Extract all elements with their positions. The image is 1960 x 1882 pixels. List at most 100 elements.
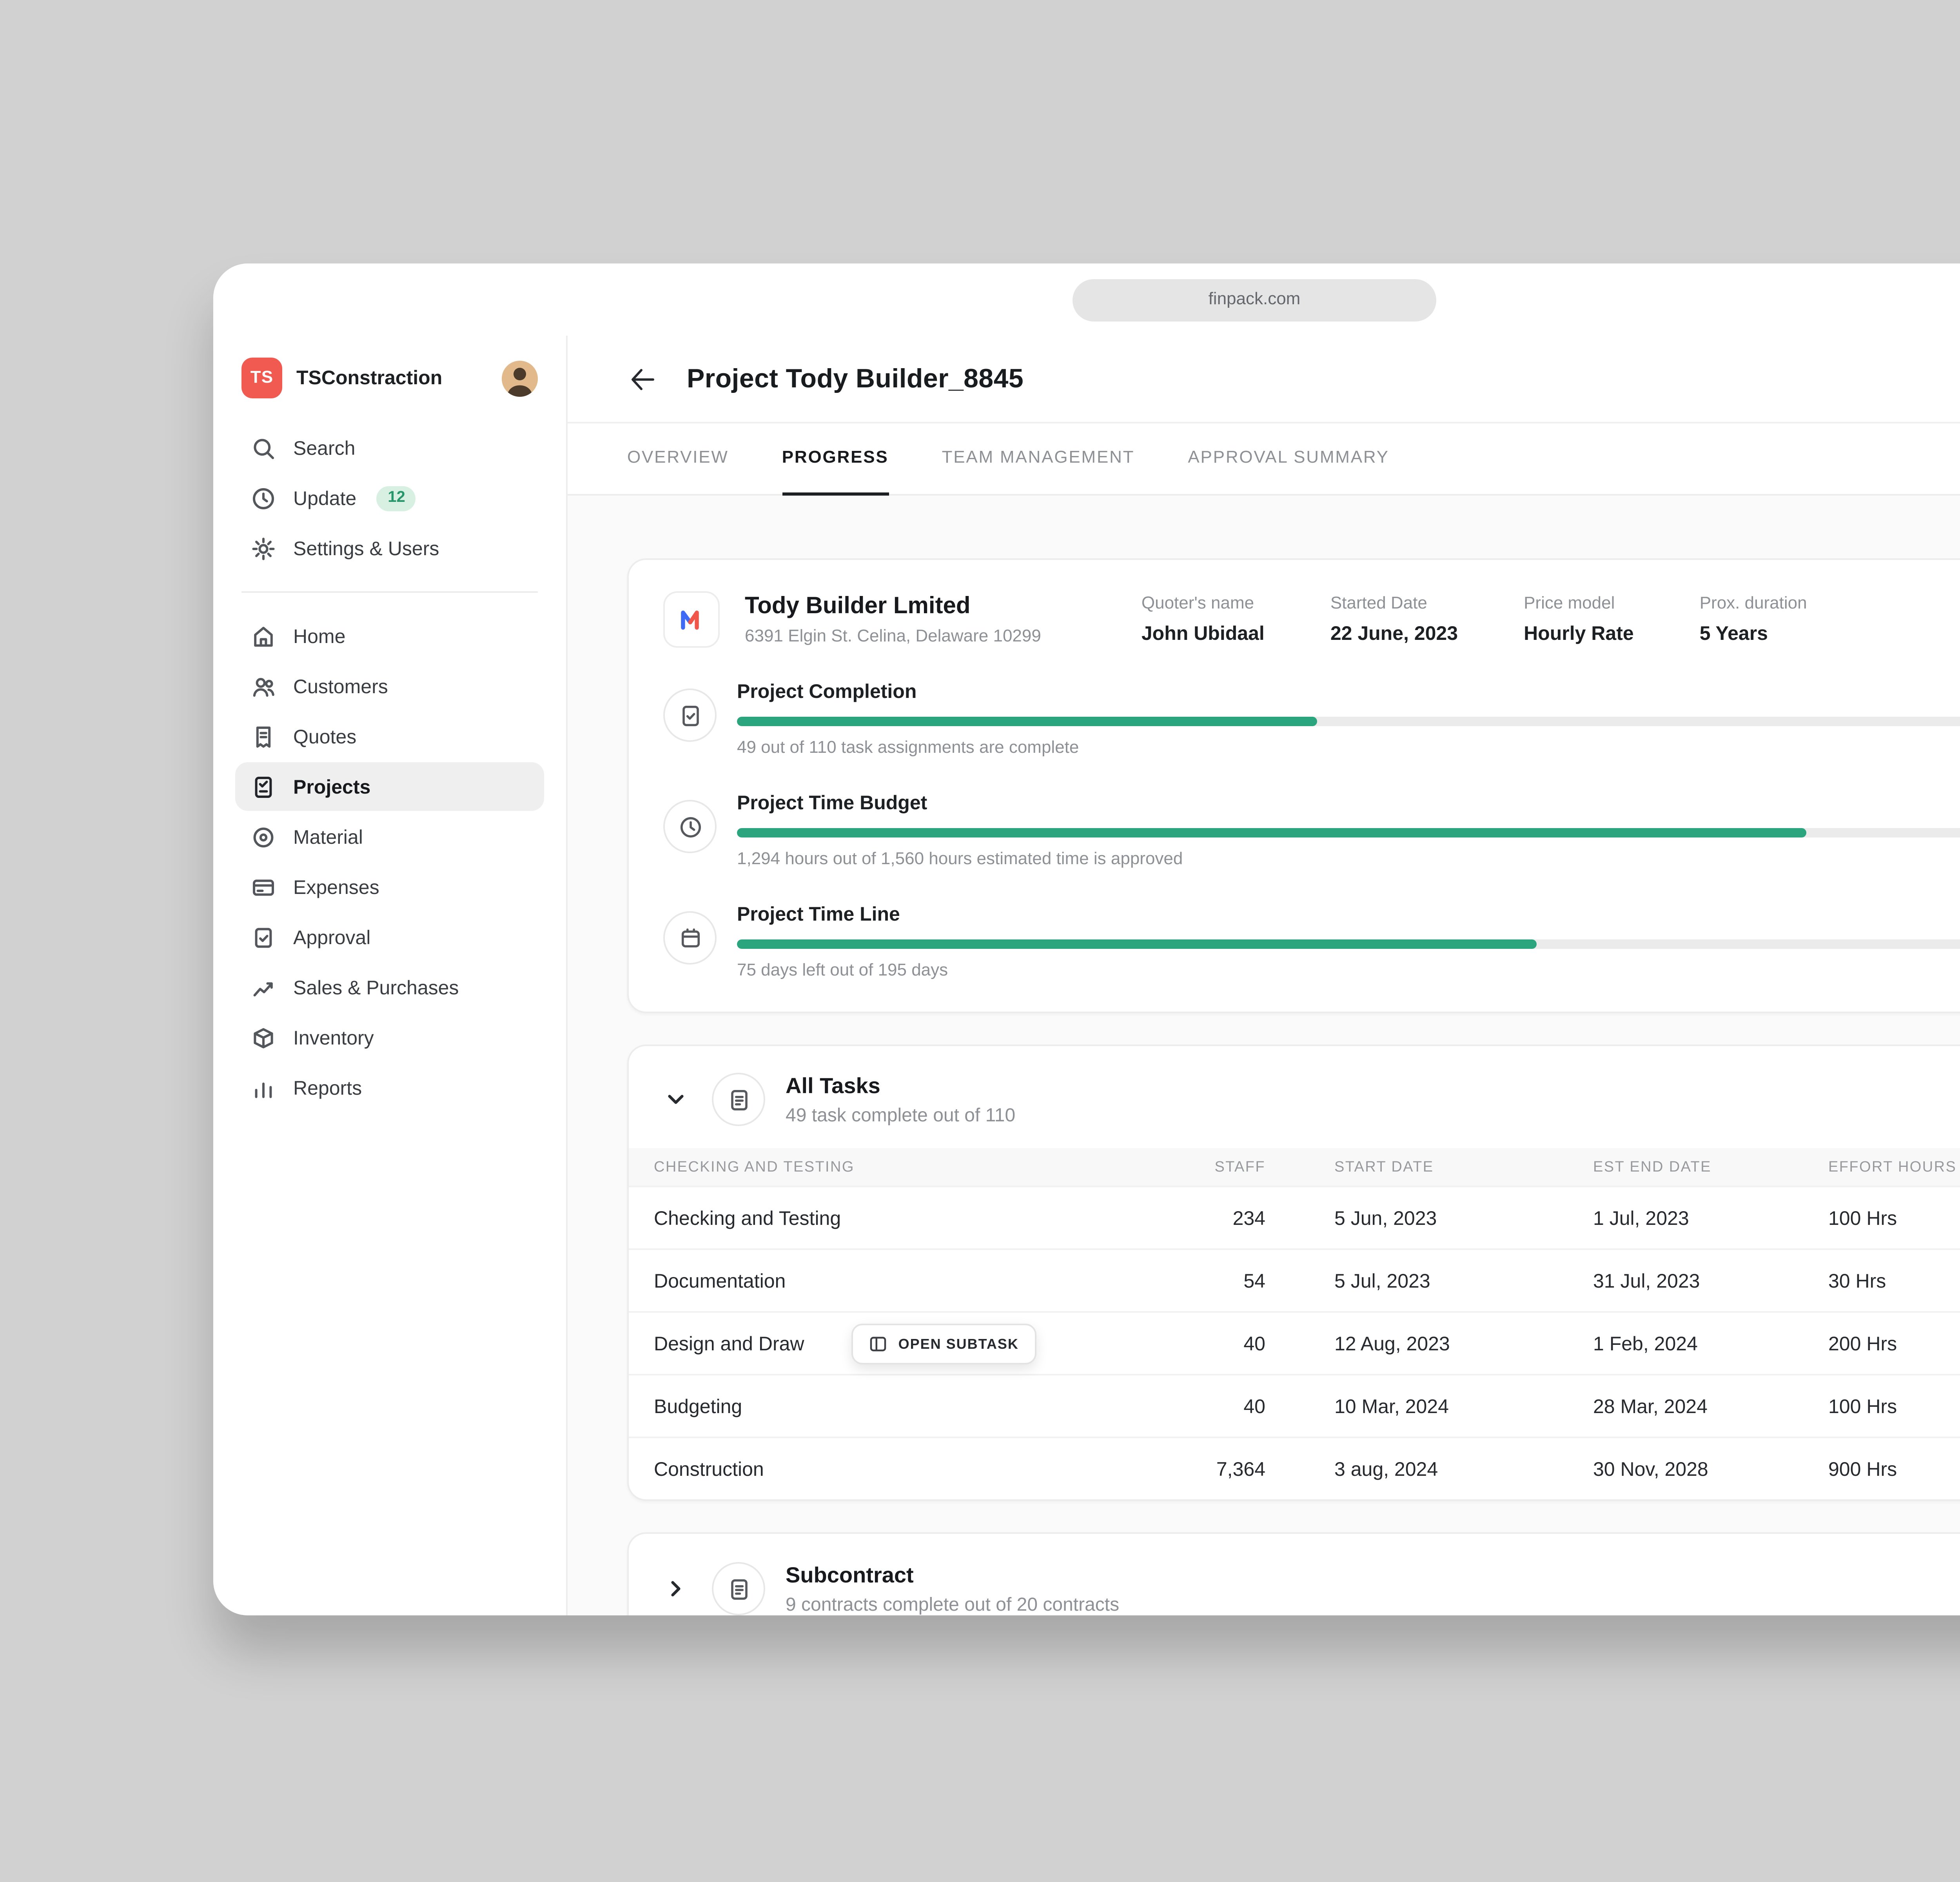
table-row[interactable]: Budgeting 40 10 Mar, 2024 28 Mar, 2024 1… xyxy=(629,1374,1960,1437)
progress-title: Project Time Line xyxy=(737,903,900,925)
sidebar-item-label: Quotes xyxy=(293,725,357,747)
sidebar-item-label: Reports xyxy=(293,1077,362,1099)
company-address: 6391 Elgin St. Celina, Delaware 10299 xyxy=(745,627,1041,646)
expand-subcontract-button[interactable] xyxy=(663,1575,691,1603)
expenses-icon xyxy=(253,879,274,895)
reports-icon xyxy=(255,1082,272,1097)
subcontract-card: Subcontract 9 contracts complete out of … xyxy=(627,1532,1960,1615)
table-row[interactable]: Construction 7,364 3 aug, 2024 30 Nov, 2… xyxy=(629,1437,1960,1499)
page-title: Project Tody Builder_8845 xyxy=(687,363,1024,393)
task-name: Checking and Testing xyxy=(654,1207,841,1229)
sidebar-item-search[interactable]: Search xyxy=(235,423,544,472)
projects-icon xyxy=(255,776,272,797)
clock-icon xyxy=(663,800,717,853)
progress-subtitle: 75 days left out of 195 days xyxy=(737,961,948,980)
sidebar-item-label: Update xyxy=(293,487,357,509)
tab-approval-summary[interactable]: APPROVAL SUMMARY xyxy=(1188,449,1389,467)
subcontract-doc-icon xyxy=(712,1562,765,1615)
field-prox-duration: Prox. duration 5 Years xyxy=(1699,594,1807,645)
progress-row-completion: Project Completion 49 out of 110 task as… xyxy=(663,663,1960,775)
home-icon xyxy=(254,626,273,646)
tab-progress[interactable]: PROGRESS xyxy=(782,423,889,496)
tab-team-management[interactable]: TEAM MANAGEMENT xyxy=(942,449,1135,467)
field-quoter-name: Quoter's name John Ubidaal xyxy=(1141,594,1265,645)
sidebar-item-sales-purchases[interactable]: Sales & Purchases xyxy=(235,963,544,1012)
task-name: Design and Draw xyxy=(654,1332,804,1354)
quote-icon xyxy=(256,726,271,747)
sidebar-item-label: Search xyxy=(293,437,356,459)
all-tasks-card: All Tasks 49 task complete out of 110 Av… xyxy=(627,1045,1960,1501)
sidebar-divider xyxy=(241,591,538,593)
company-name: Tody Builder Lmited xyxy=(745,593,971,619)
project-summary-card: Tody Builder Lmited 6391 Elgin St. Celin… xyxy=(627,558,1960,1013)
workspace-name: TSConstraction xyxy=(296,367,443,389)
material-icon xyxy=(253,827,274,847)
all-tasks-header: All Tasks 49 task complete out of 110 Av… xyxy=(629,1046,1960,1148)
progress-bar xyxy=(737,717,1960,726)
approval-icon xyxy=(255,927,272,947)
task-name: Construction xyxy=(654,1458,764,1480)
progress-row-timeline: Project Time Line 75 days left out of 19… xyxy=(663,886,1960,1012)
page-content: Tody Builder Lmited 6391 Elgin St. Celin… xyxy=(568,496,1960,1615)
progress-subtitle: 49 out of 110 task assignments are compl… xyxy=(737,739,1079,758)
project-fields: Quoter's name John Ubidaal Started Date … xyxy=(1142,594,1960,645)
field-started-date: Started Date 22 June, 2023 xyxy=(1330,594,1458,645)
calendar-icon xyxy=(663,911,717,965)
task-name: Budgeting xyxy=(654,1395,742,1417)
sidebar-item-expenses[interactable]: Expenses xyxy=(235,863,544,911)
sidebar-item-settings-users[interactable]: Settings & Users xyxy=(235,524,544,572)
sidebar-item-label: Approval xyxy=(293,926,371,948)
sidebar-item-label: Settings & Users xyxy=(293,537,439,559)
progress-bar xyxy=(737,939,1960,949)
tab-overview[interactable]: OVERVIEW xyxy=(627,449,729,467)
progress-row-time-budget: Project Time Budget 1,294 hours out of 1… xyxy=(663,775,1960,886)
avatar[interactable] xyxy=(502,360,538,396)
table-row[interactable]: Design and Draw OPEN SUBTASK 40 12 Aug, … xyxy=(629,1311,1960,1374)
sidebar: TS TSConstraction Search Update 12 xyxy=(213,336,568,1615)
task-doc-icon xyxy=(663,688,717,742)
progress-title: Project Time Budget xyxy=(737,792,927,814)
app-window: finpack.com TS TSConstraction Search xyxy=(213,263,1960,1615)
back-button[interactable] xyxy=(627,362,662,396)
sidebar-item-home[interactable]: Home xyxy=(235,612,544,660)
sidebar-main-menu: Home Customers Quotes Projects xyxy=(235,612,544,1112)
sidebar-top-menu: Search Update 12 Settings & Users xyxy=(235,423,544,572)
sidebar-item-label: Projects xyxy=(293,776,371,797)
table-row[interactable]: Documentation 54 5 Jul, 2023 31 Jul, 202… xyxy=(629,1248,1960,1311)
clock-icon xyxy=(253,487,274,509)
open-subtask-button[interactable]: OPEN SUBTASK xyxy=(851,1323,1036,1364)
sidebar-item-reports[interactable]: Reports xyxy=(235,1063,544,1112)
main-panel: Project Tody Builder_8845 xyxy=(568,336,1960,1615)
sidebar-item-material[interactable]: Material xyxy=(235,812,544,861)
progress-title: Project Completion xyxy=(737,681,917,703)
sidebar-item-customers[interactable]: Customers xyxy=(235,662,544,710)
sidebar-item-label: Sales & Purchases xyxy=(293,976,459,998)
company-row: Tody Builder Lmited 6391 Elgin St. Celin… xyxy=(663,560,1960,663)
sidebar-item-inventory[interactable]: Inventory xyxy=(235,1013,544,1062)
panel-icon xyxy=(870,1336,886,1351)
workspace-row: TS TSConstraction xyxy=(235,345,544,423)
sidebar-item-update[interactable]: Update 12 xyxy=(235,474,544,522)
sales-chart-icon xyxy=(253,981,273,996)
users-icon xyxy=(253,677,274,696)
page-header: Project Tody Builder_8845 xyxy=(568,336,1960,423)
progress-subtitle: 1,294 hours out of 1,560 hours estimated… xyxy=(737,850,1183,869)
browser-url-pill[interactable]: finpack.com xyxy=(1073,278,1436,321)
sidebar-item-label: Home xyxy=(293,625,346,647)
chevron-down-icon xyxy=(668,1095,684,1104)
table-row[interactable]: Checking and Testing 234 5 Jun, 2023 1 J… xyxy=(629,1186,1960,1248)
sidebar-item-approval[interactable]: Approval xyxy=(235,913,544,961)
collapse-tasks-button[interactable] xyxy=(663,1085,691,1114)
sidebar-item-quotes[interactable]: Quotes xyxy=(235,712,544,761)
browser-chrome: finpack.com xyxy=(213,263,1960,336)
search-icon xyxy=(254,438,274,458)
update-count-badge: 12 xyxy=(377,485,416,510)
chevron-right-icon xyxy=(671,1581,681,1597)
all-tasks-title: All Tasks xyxy=(786,1073,880,1098)
sidebar-item-projects[interactable]: Projects xyxy=(235,762,544,811)
sidebar-item-label: Customers xyxy=(293,675,388,697)
sidebar-item-label: Expenses xyxy=(293,876,379,898)
sidebar-item-label: Inventory xyxy=(293,1026,374,1048)
task-name: Documentation xyxy=(654,1270,786,1292)
